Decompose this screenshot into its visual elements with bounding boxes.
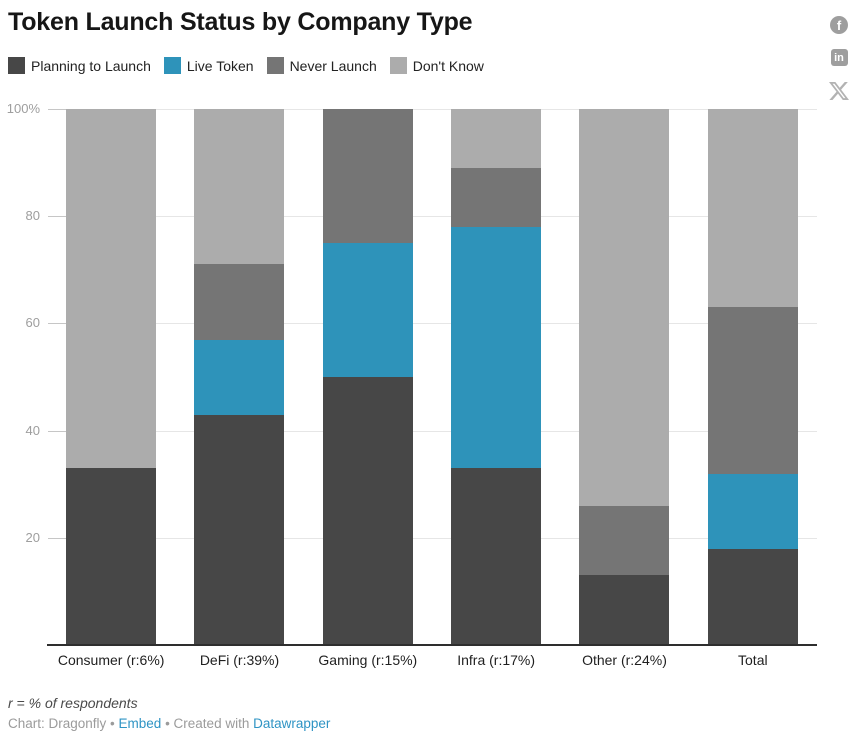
gridline bbox=[48, 216, 817, 217]
legend-swatch-never-launch bbox=[266, 57, 284, 74]
bar-segment-never-launch[interactable] bbox=[451, 167, 542, 227]
bar-segment-planning-to-launch[interactable] bbox=[322, 377, 413, 645]
x-axis-label: Consumer (r:6%) bbox=[57, 652, 165, 668]
gridline bbox=[48, 109, 817, 110]
bar-slot-infra-r-17 bbox=[432, 109, 560, 645]
datawrapper-link[interactable]: Datawrapper bbox=[253, 716, 331, 731]
x-axis-label: DeFi (r:39%) bbox=[199, 652, 280, 668]
x-axis-label: Gaming (r:15%) bbox=[318, 652, 418, 668]
legend: Planning to Launch Live Token Never Launch… bbox=[8, 57, 484, 74]
bar-segment-never-launch[interactable] bbox=[579, 505, 670, 576]
y-axis-tick-label: 20 bbox=[25, 530, 40, 545]
embed-link[interactable]: Embed bbox=[118, 716, 162, 731]
gridline bbox=[48, 323, 817, 324]
bar-segment-don-t-know[interactable] bbox=[579, 109, 670, 506]
bar-segment-don-t-know[interactable] bbox=[194, 109, 285, 265]
bar-slot-defi-r-39 bbox=[175, 109, 303, 645]
legend-item-never-launch: Never Launch bbox=[266, 57, 377, 74]
social-share-bar: f in bbox=[829, 16, 849, 101]
credit-separator: • bbox=[106, 716, 119, 731]
legend-label: Don't Know bbox=[412, 57, 484, 74]
chart-title: Token Launch Status by Company Type bbox=[8, 8, 473, 36]
gridline bbox=[48, 538, 817, 539]
legend-item-don-t-know: Don't Know bbox=[389, 57, 484, 74]
bar-segment-never-launch[interactable] bbox=[707, 307, 798, 474]
facebook-icon[interactable]: f bbox=[830, 16, 848, 34]
legend-label: Never Launch bbox=[289, 57, 377, 74]
x-axis-label: Infra (r:17%) bbox=[457, 652, 536, 668]
y-axis-tick bbox=[48, 109, 66, 110]
y-axis-tick bbox=[48, 323, 66, 324]
bar-segment-planning-to-launch[interactable] bbox=[707, 548, 798, 645]
credit-separator: • bbox=[161, 716, 174, 731]
bar-total bbox=[707, 109, 798, 645]
x-axis-baseline bbox=[47, 644, 817, 646]
y-axis-tick-label: 60 bbox=[25, 315, 40, 330]
chart-credit: Chart: Dragonfly • Embed • Created with … bbox=[8, 716, 330, 731]
bar-segment-planning-to-launch[interactable] bbox=[579, 575, 670, 645]
x-axis-labels: Consumer (r:6%) DeFi (r:39%) Gaming (r:15%… bbox=[47, 652, 817, 668]
y-axis-tick bbox=[48, 216, 66, 217]
x-axis-label: Total bbox=[738, 652, 768, 668]
bar-segment-don-t-know[interactable] bbox=[707, 109, 798, 308]
bar-consumer-r-6 bbox=[66, 109, 157, 645]
bar-gaming-r-15 bbox=[322, 109, 413, 645]
legend-item-live-token: Live Token bbox=[163, 57, 254, 74]
legend-swatch-planning-to-launch bbox=[8, 57, 25, 74]
x-icon[interactable] bbox=[829, 81, 849, 101]
bar-segment-live-token[interactable] bbox=[707, 473, 798, 549]
bar-chart-plot bbox=[47, 109, 817, 645]
bar-segment-never-launch[interactable] bbox=[322, 109, 413, 243]
bar-slot-gaming-r-15 bbox=[304, 109, 432, 645]
legend-label: Planning to Launch bbox=[31, 57, 151, 74]
legend-item-planning-to-launch: Planning to Launch bbox=[8, 57, 151, 74]
bar-segment-live-token[interactable] bbox=[194, 339, 285, 415]
bar-segment-planning-to-launch[interactable] bbox=[194, 414, 285, 645]
gridline bbox=[48, 431, 817, 432]
bar-segment-never-launch[interactable] bbox=[194, 264, 285, 340]
y-axis-tick-label: 80 bbox=[25, 208, 40, 223]
y-axis-tick-label: 40 bbox=[25, 423, 40, 438]
bar-slot-consumer-r-6 bbox=[47, 109, 175, 645]
y-axis-tick bbox=[48, 431, 66, 432]
chart-note: r = % of respondents bbox=[8, 695, 138, 711]
bar-other-r-24 bbox=[579, 109, 670, 645]
legend-swatch-don-t-know bbox=[389, 57, 407, 74]
linkedin-icon[interactable]: in bbox=[830, 49, 848, 66]
bar-defi-r-39 bbox=[194, 109, 285, 645]
credit-source: Chart: Dragonfly bbox=[8, 716, 107, 731]
bar-slot-other-r-24 bbox=[560, 109, 688, 645]
y-axis-tick-label: 100% bbox=[6, 101, 40, 116]
bar-segment-planning-to-launch[interactable] bbox=[66, 468, 157, 645]
bar-segment-planning-to-launch[interactable] bbox=[451, 468, 542, 645]
bar-infra-r-17 bbox=[451, 109, 542, 645]
bar-segment-don-t-know[interactable] bbox=[66, 109, 157, 469]
bar-segment-live-token[interactable] bbox=[451, 226, 542, 469]
bar-segment-live-token[interactable] bbox=[322, 243, 413, 377]
bar-slot-total bbox=[689, 109, 817, 645]
credit-created-with: Created with bbox=[173, 716, 254, 731]
legend-swatch-live-token bbox=[163, 57, 181, 74]
bar-segment-don-t-know[interactable] bbox=[451, 109, 542, 168]
legend-label: Live Token bbox=[186, 57, 254, 74]
y-axis-tick bbox=[48, 538, 66, 539]
x-axis-label: Other (r:24%) bbox=[582, 652, 667, 668]
